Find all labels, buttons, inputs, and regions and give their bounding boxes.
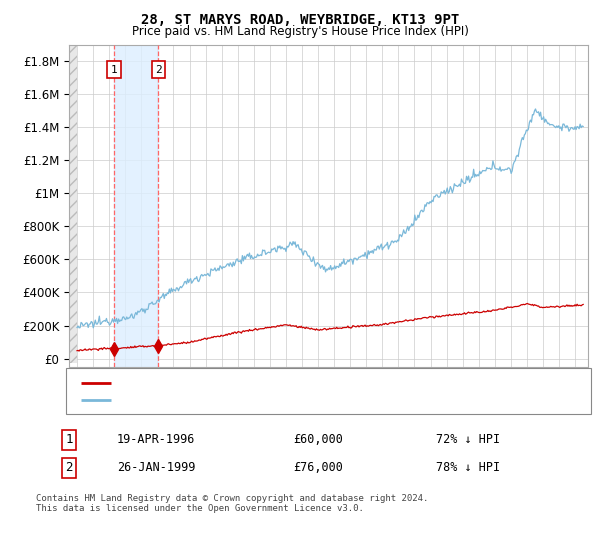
Text: 78% ↓ HPI: 78% ↓ HPI [436,461,500,474]
Text: 1: 1 [65,433,73,446]
Text: HPI: Average price, detached house, Elmbridge: HPI: Average price, detached house, Elmb… [123,395,404,405]
Text: 72% ↓ HPI: 72% ↓ HPI [436,433,500,446]
Text: 28, ST MARYS ROAD, WEYBRIDGE, KT13 9PT (detached house): 28, ST MARYS ROAD, WEYBRIDGE, KT13 9PT (… [123,377,467,388]
Text: £76,000: £76,000 [293,461,343,474]
Text: £60,000: £60,000 [293,433,343,446]
Text: 26-JAN-1999: 26-JAN-1999 [117,461,195,474]
Text: 2: 2 [155,64,162,74]
Bar [114,45,158,367]
Text: 19-APR-1996: 19-APR-1996 [117,433,195,446]
Bar [69,45,77,363]
Text: 28, ST MARYS ROAD, WEYBRIDGE, KT13 9PT: 28, ST MARYS ROAD, WEYBRIDGE, KT13 9PT [141,13,459,27]
Text: 1: 1 [110,64,117,74]
Text: 2: 2 [65,461,73,474]
Text: Price paid vs. HM Land Registry's House Price Index (HPI): Price paid vs. HM Land Registry's House … [131,25,469,38]
Text: Contains HM Land Registry data © Crown copyright and database right 2024.
This d: Contains HM Land Registry data © Crown c… [36,494,428,514]
